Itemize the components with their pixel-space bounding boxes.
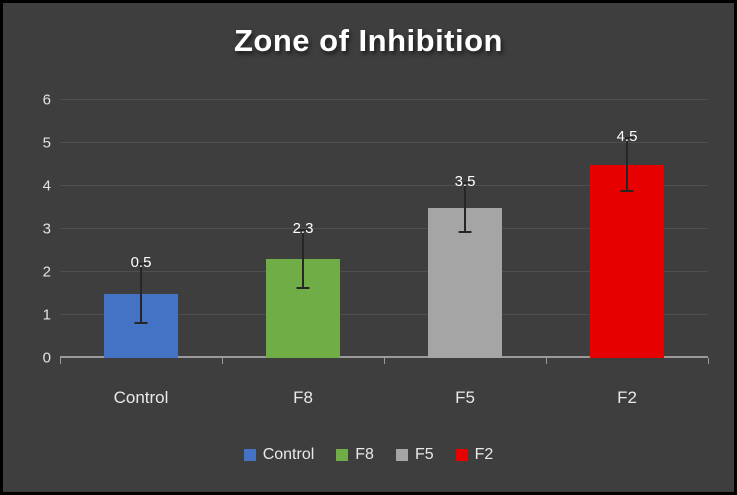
bar-value-label: 4.5 — [616, 127, 638, 145]
x-axis-label: Control — [113, 388, 169, 407]
x-axis-label: F8 — [293, 388, 313, 407]
y-axis-tick-label: 3 — [42, 220, 51, 238]
legend-swatch — [243, 449, 256, 461]
bar-slot: 4.5 — [546, 100, 708, 358]
y-axis-tick-label: 4 — [42, 177, 51, 195]
legend-label: F8 — [355, 446, 374, 463]
gridline — [60, 99, 708, 100]
legend: Control F8 F5 F2 — [3, 446, 734, 464]
bar-slots: 0.5 2.3 3.5 4.5 — [60, 100, 708, 358]
bar-value-label: 3.5 — [454, 172, 476, 190]
legend-item: F5 — [395, 446, 434, 464]
bar-slot: 0.5 — [60, 100, 222, 358]
error-bar — [464, 181, 466, 234]
legend-item: F2 — [455, 446, 494, 464]
plot-area: 0.5 2.3 3.5 4.5 — [60, 99, 709, 364]
y-axis-tick-label: 0 — [42, 349, 51, 367]
legend-swatch — [395, 449, 408, 461]
gridline — [60, 142, 708, 143]
x-axis-tick — [384, 358, 385, 364]
y-axis-tick-label: 6 — [42, 91, 51, 109]
gridline — [60, 314, 708, 315]
error-bar — [626, 136, 628, 193]
x-axis-tick — [60, 358, 61, 364]
bar-value-label: 0.5 — [130, 254, 152, 272]
legend-item: Control — [243, 446, 315, 464]
x-axis-tick — [222, 358, 223, 364]
x-axis-tick — [708, 358, 709, 364]
x-axis-tick — [546, 358, 547, 364]
gridline — [60, 271, 708, 272]
y-axis-labels: 0 1 2 3 4 5 6 — [19, 92, 51, 367]
chart-title: Zone of Inhibition — [234, 23, 503, 58]
legend-swatch — [336, 449, 349, 461]
legend-label: Control — [262, 446, 315, 463]
error-bar — [140, 263, 142, 324]
y-axis-tick-label: 5 — [42, 134, 51, 152]
x-axis-label: F2 — [617, 388, 637, 407]
error-bar — [302, 229, 304, 290]
legend-swatch — [455, 449, 468, 461]
legend-label: F2 — [474, 446, 494, 463]
bar-value-label: 2.3 — [292, 220, 314, 237]
y-axis-tick-label: 1 — [42, 306, 51, 324]
gridline — [60, 356, 708, 358]
x-axis-label: F5 — [455, 388, 475, 407]
x-axis-labels: Control F8 F5 F2 — [60, 388, 708, 408]
gridline — [60, 185, 708, 186]
y-axis-tick-label: 2 — [42, 263, 51, 281]
legend-label: F5 — [414, 446, 434, 463]
legend-item: F8 — [336, 446, 374, 464]
bar-slot: 3.5 — [384, 100, 546, 358]
bar-f2 — [590, 164, 664, 358]
bar-slot: 2.3 — [222, 100, 384, 358]
gridline — [60, 228, 708, 229]
